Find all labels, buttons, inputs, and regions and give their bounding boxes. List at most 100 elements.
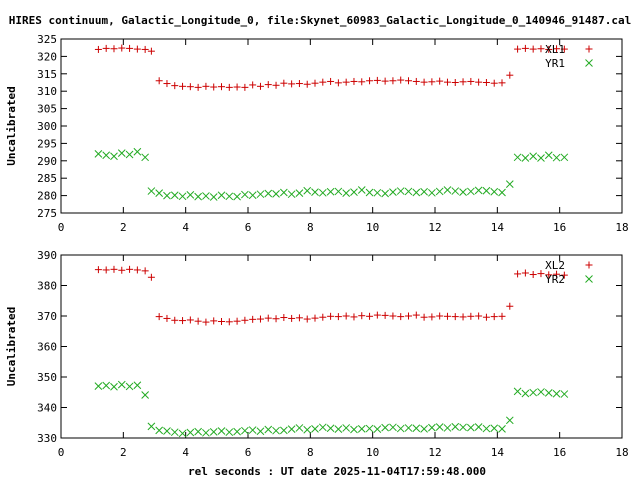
data-point (179, 317, 187, 325)
data-point (544, 389, 553, 397)
data-point (287, 425, 296, 434)
data-point (405, 312, 413, 320)
series-xl2 (94, 265, 568, 326)
data-point (287, 190, 296, 199)
data-point (342, 189, 351, 198)
data-point (186, 316, 194, 324)
data-point (178, 192, 187, 201)
data-point (358, 78, 366, 86)
data-point (334, 79, 342, 87)
data-point (319, 313, 327, 321)
data-point (118, 44, 126, 52)
data-point (241, 316, 249, 324)
y-tick-label: 370 (37, 310, 57, 323)
data-point (436, 77, 444, 85)
data-point (366, 312, 374, 320)
data-point (397, 313, 405, 321)
data-point (133, 381, 142, 390)
y-tick-label: 280 (37, 190, 57, 203)
data-point (233, 83, 241, 91)
data-point (420, 313, 428, 321)
x-tick-label: 12 (428, 446, 441, 459)
data-point (117, 149, 126, 157)
data-point (334, 425, 343, 434)
data-point (295, 189, 304, 198)
data-point (210, 83, 218, 91)
data-point (179, 82, 187, 90)
data-point (94, 382, 103, 391)
legend-marker (585, 59, 593, 67)
x-tick-label: 2 (120, 221, 127, 234)
data-point (412, 77, 420, 85)
data-point (490, 187, 499, 196)
data-point (155, 77, 163, 85)
y-tick-label: 390 (37, 249, 57, 262)
data-point (435, 187, 444, 196)
data-point (147, 47, 155, 55)
data-point (334, 187, 343, 196)
data-point (521, 269, 529, 277)
data-point (318, 188, 327, 197)
data-point (498, 79, 506, 87)
data-point (350, 77, 358, 85)
data-point (475, 78, 483, 86)
data-point (505, 180, 514, 188)
data-point (529, 152, 538, 161)
data-point (110, 152, 118, 161)
data-point (451, 187, 460, 195)
data-point (381, 189, 389, 198)
data-point (350, 188, 358, 196)
data-point (218, 317, 226, 325)
data-point (521, 154, 530, 162)
data-point (506, 71, 514, 79)
data-point (553, 45, 561, 53)
data-point (404, 187, 413, 196)
plot-frame (60, 254, 623, 439)
data-point (225, 192, 234, 201)
data-point (163, 314, 171, 322)
data-point (288, 314, 296, 322)
x-tick-label: 16 (553, 221, 566, 234)
data-point (560, 390, 569, 398)
data-point (459, 188, 467, 196)
y-tick-label: 325 (37, 33, 57, 46)
data-point (295, 424, 304, 432)
data-point (256, 315, 264, 323)
data-point (514, 270, 522, 278)
chart-title: HIRES continuum, Galactic_Longitude_0, f… (9, 14, 632, 27)
data-point (482, 313, 490, 321)
data-point (443, 424, 452, 432)
y-tick-label: 290 (37, 155, 57, 168)
plot-frame (60, 38, 623, 214)
data-point (389, 312, 397, 320)
data-point (102, 44, 110, 52)
data-point (141, 391, 150, 399)
data-point (147, 273, 155, 281)
data-point (405, 77, 413, 85)
data-point (141, 45, 149, 53)
data-point (126, 44, 134, 52)
data-point (482, 186, 491, 195)
data-point (537, 388, 545, 396)
data-point (451, 313, 459, 321)
data-point (443, 312, 451, 320)
data-point (125, 382, 134, 391)
data-point (194, 83, 202, 91)
data-point (225, 318, 233, 326)
data-point (475, 312, 483, 320)
data-point (350, 425, 358, 434)
data-point (451, 422, 460, 431)
data-point (373, 425, 382, 434)
data-point (537, 45, 545, 53)
data-point (248, 426, 257, 434)
data-point (342, 78, 350, 86)
x-tick-label: 4 (182, 221, 189, 234)
data-point (272, 315, 280, 323)
data-point (141, 267, 149, 275)
data-point (102, 266, 110, 274)
data-point (225, 83, 233, 91)
data-point (264, 425, 273, 434)
data-point (537, 270, 545, 278)
data-point (311, 314, 319, 322)
